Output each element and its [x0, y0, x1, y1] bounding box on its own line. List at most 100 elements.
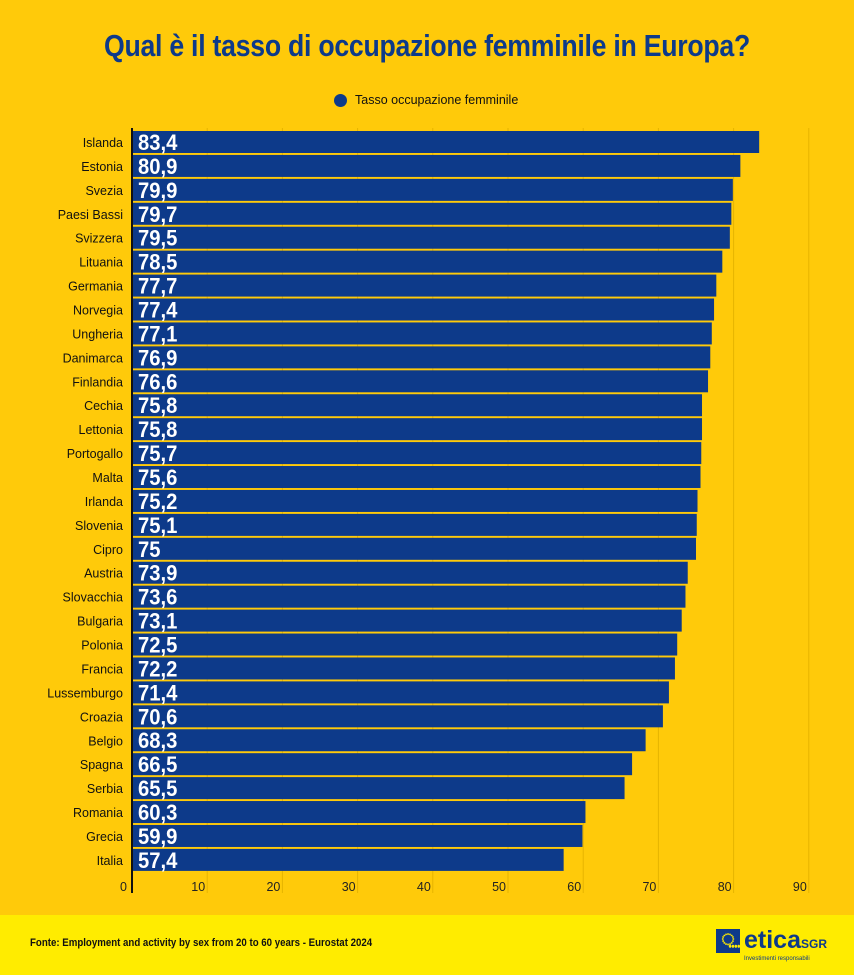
- category-label: Estonia: [81, 160, 123, 174]
- data-label: 80,9: [138, 155, 177, 179]
- category-label: Norvegia: [73, 304, 123, 318]
- data-label: 77,4: [138, 299, 178, 323]
- category-label: Italia: [97, 854, 123, 868]
- logo: ⵿ eticaSGR Investimenti responsabili: [716, 926, 827, 962]
- data-label: 75,8: [138, 394, 178, 418]
- category-label: Finlandia: [72, 375, 123, 389]
- bar: [132, 633, 678, 656]
- category-label: Cechia: [84, 399, 123, 413]
- category-label: Slovacchia: [63, 591, 123, 605]
- category-label: Germania: [68, 280, 123, 294]
- data-label: 66,5: [138, 753, 178, 777]
- data-label: 75,6: [138, 466, 177, 490]
- bar: [132, 561, 688, 584]
- data-label: 70,6: [138, 706, 177, 730]
- category-label: Romania: [73, 806, 123, 820]
- legend-marker: [334, 93, 347, 107]
- category-label: Svezia: [85, 184, 123, 198]
- data-label: 79,7: [138, 203, 177, 227]
- category-label: Bulgaria: [77, 615, 123, 629]
- bar: [132, 729, 646, 752]
- logo-icon: ⵿: [716, 929, 740, 953]
- bar: [132, 777, 625, 800]
- category-label: Lettonia: [79, 423, 124, 437]
- data-label: 77,1: [138, 323, 178, 347]
- category-label: Cipro: [93, 543, 123, 557]
- legend: Tasso occupazione femminile: [334, 93, 518, 107]
- data-label: 72,5: [138, 634, 178, 658]
- data-label: 72,2: [138, 658, 177, 682]
- bar: [132, 322, 712, 345]
- category-label: Belgio: [88, 734, 123, 748]
- x-tick-label: 80: [718, 880, 732, 894]
- category-label: Serbia: [87, 782, 123, 796]
- data-label: 79,5: [138, 227, 178, 251]
- bar: [132, 537, 696, 560]
- data-label: 57,4: [138, 849, 178, 873]
- bar: [132, 489, 698, 512]
- bar: [132, 250, 723, 273]
- source-note: Fonte: Employment and activity by sex fr…: [30, 937, 373, 949]
- data-label: 75,2: [138, 490, 177, 514]
- data-label: 77,7: [138, 275, 177, 299]
- x-tick-label: 20: [266, 880, 280, 894]
- category-label: Islanda: [83, 136, 123, 150]
- data-label: 76,9: [138, 347, 177, 371]
- category-label: Francia: [81, 662, 123, 676]
- bar: [132, 178, 733, 201]
- data-label: 78,5: [138, 251, 178, 275]
- data-label: 76,6: [138, 371, 177, 395]
- x-tick-label: 30: [342, 880, 356, 894]
- bar: [132, 824, 583, 847]
- bar: [132, 705, 663, 728]
- bar: [132, 346, 711, 369]
- x-tick-label: 70: [642, 880, 656, 894]
- category-label: Lituania: [79, 256, 123, 270]
- bar: [132, 657, 675, 680]
- legend-label: Tasso occupazione femminile: [355, 93, 519, 107]
- category-label: Paesi Bassi: [58, 208, 123, 222]
- data-label: 68,3: [138, 730, 177, 754]
- data-label: 73,1: [138, 610, 178, 634]
- category-label: Malta: [92, 471, 123, 485]
- data-label: 59,9: [138, 825, 177, 849]
- x-tick-label: 50: [492, 880, 506, 894]
- x-tick-label: 90: [793, 880, 807, 894]
- bar: [132, 753, 633, 776]
- category-label: Spagna: [80, 758, 123, 772]
- bar-chart: 0 10 20 30 40 50 60 70 80 90 Islanda 83,4 Estonia 80,…: [47, 128, 810, 894]
- bar: [132, 466, 701, 489]
- bar: [132, 442, 702, 465]
- bar: [132, 418, 703, 441]
- logo-tagline: Investimenti responsabili: [744, 956, 810, 962]
- data-label: 83,4: [138, 131, 178, 155]
- data-label: 60,3: [138, 801, 177, 825]
- category-label: Croazia: [80, 710, 123, 724]
- category-label: Svizzera: [75, 232, 123, 246]
- data-label: 79,9: [138, 179, 177, 203]
- data-label: 75,8: [138, 418, 178, 442]
- category-label: Austria: [84, 567, 123, 581]
- data-label: 75,7: [138, 442, 177, 466]
- footer: Fonte: Employment and activity by sex fr…: [0, 915, 854, 975]
- data-label: 65,5: [138, 777, 178, 801]
- bar: [132, 394, 703, 417]
- data-label: 73,6: [138, 586, 177, 610]
- bar: [132, 226, 730, 249]
- bar: [132, 609, 682, 632]
- category-label: Slovenia: [75, 519, 123, 533]
- data-label: 71,4: [138, 682, 178, 706]
- category-label: Portogallo: [67, 447, 123, 461]
- bar: [132, 154, 741, 177]
- bar: [132, 585, 686, 608]
- bar: [132, 370, 709, 393]
- logo-brand: eticaSGR: [744, 926, 827, 954]
- data-label: 73,9: [138, 562, 177, 586]
- category-label: Lussemburgo: [47, 686, 123, 700]
- category-label: Danimarca: [63, 351, 123, 365]
- x-tick-label: 0: [120, 880, 127, 894]
- bar: [132, 131, 760, 153]
- chart-title: Qual è il tasso di occupazione femminile…: [103, 28, 751, 63]
- data-label: 75,1: [138, 514, 178, 538]
- category-label: Polonia: [81, 639, 123, 653]
